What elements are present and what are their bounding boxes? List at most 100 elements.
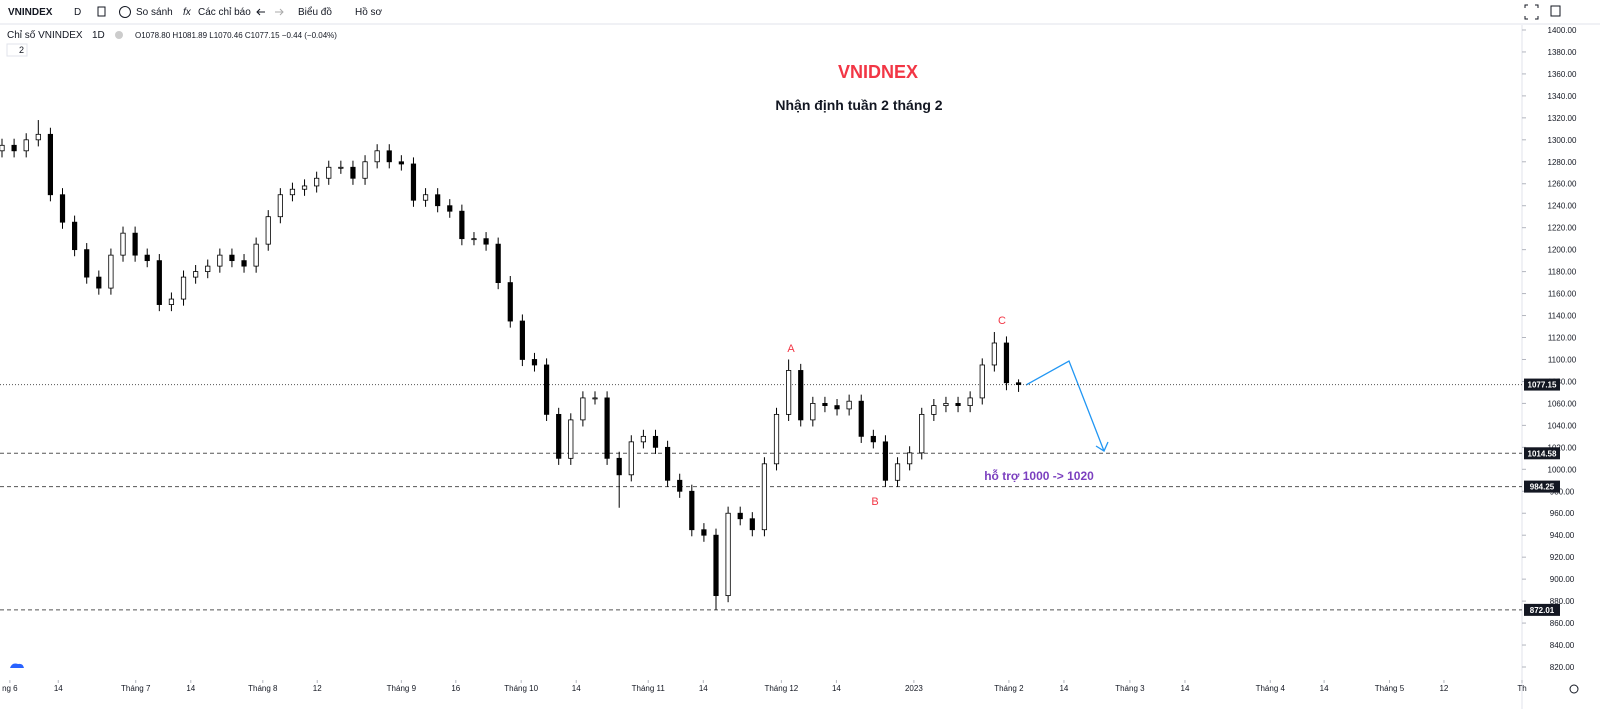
candle-body [301,185,308,190]
level-tag [1524,378,1560,391]
chart-menu[interactable]: Biểu đồ [298,6,332,18]
candle-body [410,163,417,201]
y-tick-label: 840.00 [1550,641,1575,650]
redo[interactable] [275,8,284,16]
y-tick-label: 820.00 [1550,663,1575,672]
x-tick-label: 14 [572,684,581,693]
candle-body [701,529,707,536]
candle-body [253,243,259,267]
undo[interactable] [256,8,265,16]
candle-body [773,413,780,465]
forecast-arrow [1025,360,1109,452]
candle-body [991,342,997,366]
x-tick-label: Tháng 3 [1115,684,1145,693]
candle-body [314,177,320,187]
x-tick-label: ng 6 [2,684,18,693]
candle-body [858,400,864,437]
candle-body [652,435,659,448]
x-tick-label: Tháng 12 [764,684,798,693]
candle-body [326,166,332,179]
y-tick-label: 1100.00 [1548,355,1577,364]
y-tick-label: 1040.00 [1548,421,1577,430]
candle-body [471,238,477,241]
y-tick-label: 1060.00 [1548,399,1577,408]
candle-body [761,463,768,531]
candle-body [931,405,937,415]
y-tick-label: 1000.00 [1548,465,1577,474]
y-tick-label: 940.00 [1550,531,1575,540]
candle-body [144,254,150,262]
legend-toggle-label[interactable]: 2 [19,45,24,55]
y-tick-label: 1260.00 [1548,180,1577,189]
candle-body [604,397,610,459]
candle-body [338,166,344,169]
fx-icon[interactable]: fx [183,7,192,18]
level-label: 872.01 [1530,606,1555,615]
candle-body [592,397,598,400]
candle-body [0,144,5,152]
candle-body [350,166,356,179]
chart-subtitle: Nhận định tuần 2 tháng 2 [775,97,942,113]
x-tick-label: 14 [54,684,63,693]
y-tick-label: 1340.00 [1548,92,1577,101]
legend-dot [115,31,123,39]
indicators[interactable]: Các chỉ báo [198,6,251,18]
candle-body [786,370,792,415]
y-tick-label: 1080.00 [1548,377,1577,386]
candle-body [435,194,441,207]
legend-toggle[interactable] [6,43,28,57]
candle-body [919,413,925,454]
candle-body [870,435,876,443]
candle-body [108,254,114,289]
candle-body [47,133,54,196]
compare-icon[interactable] [119,6,131,18]
chart-title: VNIDNEX [838,62,918,82]
candle-body [96,276,102,289]
snapshot[interactable] [1550,5,1561,17]
candle-body [35,133,41,141]
y-tick-label: 920.00 [1550,553,1575,562]
symbol[interactable]: VNINDEX [8,7,53,18]
level-tag [1524,480,1560,493]
y-tick-label: 1360.00 [1548,70,1577,79]
profile-menu[interactable]: Hồ sơ [355,6,383,18]
candle-body [677,479,683,492]
candle-body [84,249,90,278]
settings[interactable] [1569,684,1579,694]
x-tick-label: 12 [1439,684,1448,693]
candle-body [229,254,235,262]
candle-body [217,254,223,267]
support-note: hỗ trợ 1000 -> 1020 [984,468,1094,483]
x-tick-label: Tháng 10 [504,684,538,693]
y-tick-label: 980.00 [1550,487,1575,496]
x-tick-label: Tháng 7 [121,684,151,693]
candle-body [265,216,271,245]
candle-body [422,194,429,201]
interval[interactable]: D [74,7,81,18]
level-label: 984.25 [1530,483,1555,492]
fullscreen[interactable] [1524,4,1539,20]
candle-body [568,419,574,459]
level-tag [1524,447,1560,460]
y-tick-label: 960.00 [1550,509,1575,518]
x-tick-label: Tháng 5 [1375,684,1405,693]
candle-body [374,150,380,163]
candle-body [822,403,828,407]
candle-body [737,512,743,520]
candle-body [543,364,550,415]
candle-body [979,364,985,399]
y-tick-label: 1240.00 [1548,202,1577,211]
candle-body [628,441,634,476]
candle-body [362,161,368,179]
legend-name: Chỉ số VNINDEX [7,29,83,41]
candle-icon[interactable] [97,6,106,17]
candle-body [447,205,453,212]
x-tick-label: 16 [451,684,460,693]
y-tick-label: 860.00 [1550,619,1575,628]
candle-body [713,534,719,597]
logo [10,663,24,668]
compare[interactable]: So sánh [136,7,173,18]
y-tick-label: 1320.00 [1548,114,1577,123]
y-tick-label: 1200.00 [1548,246,1577,255]
